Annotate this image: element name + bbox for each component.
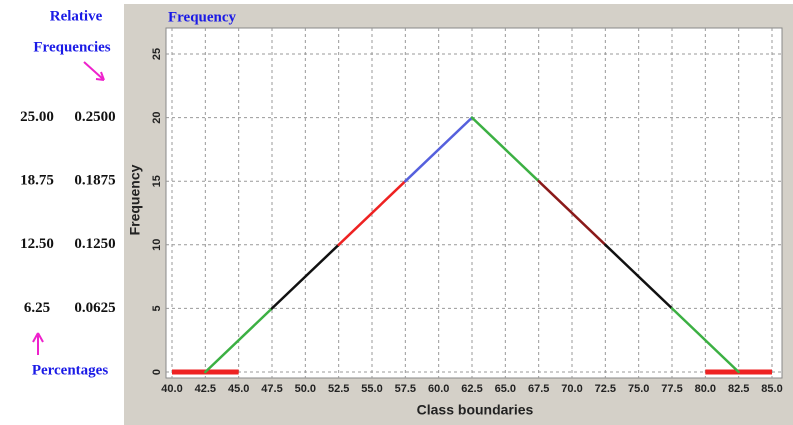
x-tick-label: 40.0 xyxy=(161,383,182,395)
y-tick-label: 15 xyxy=(151,175,163,187)
polygon-segment xyxy=(404,116,474,183)
polygon-segment xyxy=(470,116,540,183)
x-tick-label: 62.5 xyxy=(461,383,482,395)
polygon-segment xyxy=(537,179,607,247)
relative-title: Frequencies xyxy=(33,39,110,55)
y-tick-label: 5 xyxy=(151,305,163,311)
relative-title: Relative xyxy=(50,8,103,24)
x-tick-label: 47.5 xyxy=(261,383,282,395)
y-axis-label: Frequency xyxy=(127,164,143,235)
percentage: 25.00 xyxy=(20,109,54,125)
arrow xyxy=(83,61,105,81)
x-tick-label: 75.0 xyxy=(628,383,649,395)
x-tick-label: 57.5 xyxy=(395,383,416,395)
x-tick-label: 42.5 xyxy=(195,383,216,395)
x-tick-label: 67.5 xyxy=(528,383,549,395)
x-axis-label: Class boundaries xyxy=(417,402,534,418)
relative-frequency: 0.0625 xyxy=(74,300,115,316)
y-tick-label: 20 xyxy=(151,111,163,123)
x-tick-label: 72.5 xyxy=(595,383,616,395)
x-tick-label: 80.0 xyxy=(695,383,716,395)
x-tick-label: 77.5 xyxy=(661,383,682,395)
percentage: 12.50 xyxy=(20,236,54,252)
x-tick-label: 45.0 xyxy=(228,383,249,395)
x-tick-label: 60.0 xyxy=(428,383,449,395)
plot-area xyxy=(165,27,783,379)
x-tick-label: 82.5 xyxy=(728,383,749,395)
y-tick-label: 0 xyxy=(151,369,163,375)
percent-title: Percentages xyxy=(32,362,109,378)
x-tick-label: 85.0 xyxy=(761,383,782,395)
polygon-segment xyxy=(604,243,674,310)
polygon-segment xyxy=(204,307,274,374)
x-tick-label: 70.0 xyxy=(561,383,582,395)
x-tick-label: 50.0 xyxy=(295,383,316,395)
relative-frequency: 0.1250 xyxy=(74,236,115,252)
percentage: 18.75 xyxy=(20,173,54,189)
arrow xyxy=(32,332,44,355)
x-tick-label: 52.5 xyxy=(328,383,349,395)
polygon-segment xyxy=(670,307,740,374)
relative-frequency: 0.2500 xyxy=(74,109,115,125)
x-tick-label: 65.0 xyxy=(495,383,516,395)
y-tick-label: 25 xyxy=(151,48,163,60)
y-tick-label: 10 xyxy=(151,239,163,251)
polygon-segment xyxy=(270,243,340,310)
chart-title: Frequency xyxy=(168,9,237,25)
x-tick-label: 55.0 xyxy=(361,383,382,395)
polygon-segment xyxy=(337,179,407,247)
percentage: 6.25 xyxy=(24,300,50,316)
relative-frequency: 0.1875 xyxy=(74,173,115,189)
